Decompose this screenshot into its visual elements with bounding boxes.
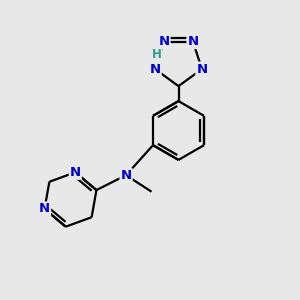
- Text: N: N: [39, 202, 50, 215]
- Text: N: N: [70, 166, 81, 179]
- Text: H: H: [152, 48, 161, 61]
- Text: N: N: [121, 169, 132, 182]
- Text: N: N: [188, 35, 199, 48]
- Text: N: N: [158, 35, 169, 48]
- Text: N: N: [149, 63, 161, 76]
- Text: N: N: [196, 63, 208, 76]
